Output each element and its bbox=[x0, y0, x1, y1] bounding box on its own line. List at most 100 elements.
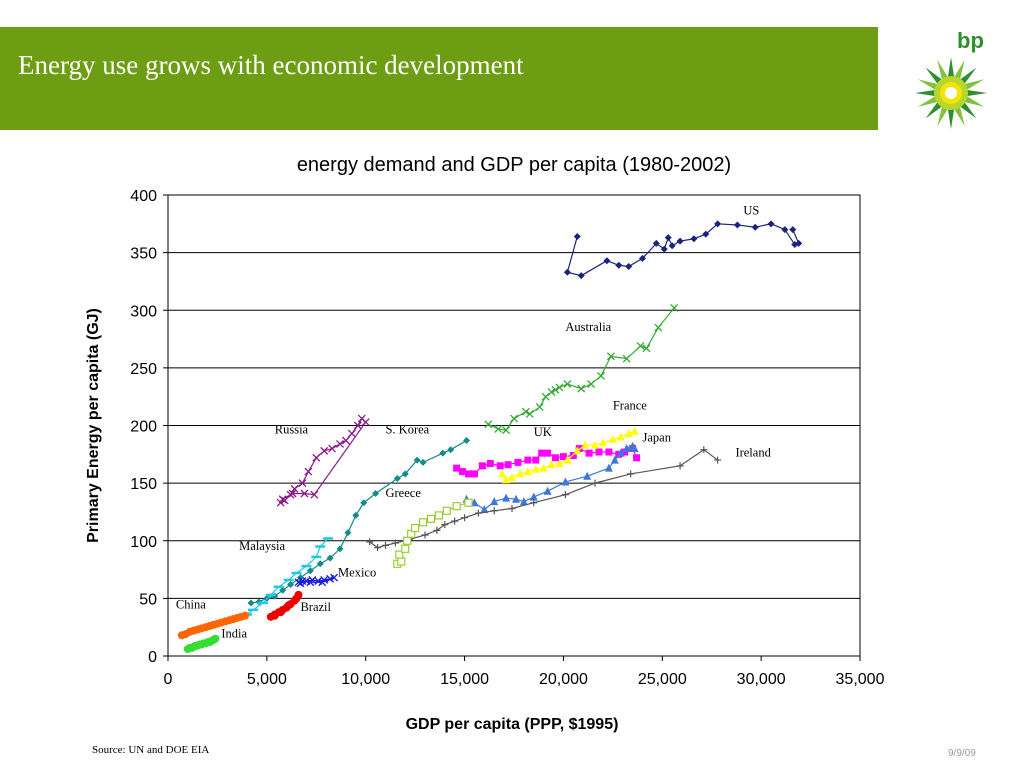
data-point bbox=[630, 444, 639, 453]
data-point bbox=[676, 462, 684, 470]
data-point bbox=[615, 261, 623, 269]
data-point bbox=[490, 497, 499, 506]
data-point bbox=[581, 440, 590, 449]
data-point bbox=[442, 506, 451, 515]
series-mexico bbox=[294, 573, 339, 588]
data-point bbox=[654, 323, 663, 332]
data-point bbox=[670, 303, 679, 312]
data-point bbox=[598, 438, 607, 447]
data-point bbox=[441, 521, 449, 529]
data-point bbox=[426, 514, 436, 523]
y-tick-label: 0 bbox=[148, 649, 157, 666]
chart-title: energy demand and GDP per capita (1980-2… bbox=[297, 154, 731, 176]
data-point bbox=[360, 499, 368, 507]
data-point bbox=[496, 462, 504, 470]
data-point bbox=[502, 426, 511, 435]
data-point bbox=[610, 455, 619, 464]
series-us bbox=[563, 220, 803, 280]
data-point bbox=[336, 439, 344, 448]
country-label: UK bbox=[534, 425, 552, 439]
gridlines bbox=[168, 194, 860, 599]
title-bar bbox=[0, 27, 878, 130]
data-point bbox=[781, 226, 789, 234]
data-point bbox=[587, 380, 596, 388]
data-point bbox=[639, 254, 647, 262]
bp-helios-logo-icon bbox=[915, 57, 987, 129]
data-point bbox=[573, 232, 581, 240]
data-point bbox=[630, 426, 639, 435]
y-tick-label: 200 bbox=[130, 419, 157, 436]
country-label: S. Korea bbox=[385, 423, 429, 437]
data-point bbox=[276, 608, 285, 617]
data-point bbox=[464, 498, 473, 507]
data-point bbox=[652, 239, 660, 247]
data-point bbox=[547, 460, 556, 469]
slide-date: 9/9/09 bbox=[948, 748, 976, 759]
source-note: Source: UN and DOE EIA bbox=[92, 744, 210, 756]
data-point bbox=[504, 461, 512, 469]
data-point bbox=[523, 467, 532, 476]
data-point bbox=[287, 581, 295, 589]
data-point bbox=[700, 446, 708, 454]
data-point bbox=[569, 451, 577, 459]
data-point bbox=[508, 472, 517, 481]
series-brazil bbox=[266, 590, 303, 621]
y-tick-label: 50 bbox=[139, 591, 157, 608]
data-point bbox=[326, 554, 334, 562]
data-point bbox=[478, 462, 486, 470]
y-tick-label: 100 bbox=[130, 534, 157, 551]
data-point bbox=[530, 499, 538, 507]
data-point bbox=[795, 239, 803, 247]
data-point bbox=[411, 523, 420, 533]
data-point bbox=[591, 479, 599, 487]
y-tick-label: 150 bbox=[130, 476, 157, 493]
data-point bbox=[452, 502, 461, 511]
data-point bbox=[563, 455, 572, 464]
country-labels: US Australia France Russia S. Korea UK Japan Ir… bbox=[176, 204, 772, 641]
data-point bbox=[393, 475, 401, 483]
data-point bbox=[247, 599, 255, 607]
y-axis-label: Primary Energy per capita (GJ) bbox=[85, 308, 102, 543]
data-point bbox=[372, 489, 380, 497]
data-point bbox=[453, 464, 461, 472]
data-point bbox=[616, 432, 625, 441]
data-point bbox=[585, 449, 593, 457]
x-tick-label: 10,000 bbox=[341, 671, 390, 688]
data-point bbox=[403, 536, 412, 545]
data-point bbox=[690, 235, 698, 243]
data-point bbox=[470, 470, 478, 478]
y-tick-label: 400 bbox=[130, 188, 157, 205]
country-label: France bbox=[613, 398, 647, 412]
series-russia bbox=[276, 414, 370, 507]
data-point bbox=[519, 497, 528, 506]
data-point bbox=[555, 383, 564, 392]
data-point bbox=[328, 444, 337, 453]
data-point bbox=[341, 436, 350, 445]
data-point bbox=[241, 611, 250, 620]
x-tick-label: 0 bbox=[164, 671, 173, 688]
data-point bbox=[606, 352, 615, 361]
data-point bbox=[538, 449, 546, 457]
x-axis-label: GDP per capita (PPP, $1995) bbox=[406, 716, 619, 733]
x-tick-label: 5,000 bbox=[247, 671, 287, 688]
data-point bbox=[502, 475, 511, 484]
data-point bbox=[211, 634, 220, 643]
x-tick-label: 35,000 bbox=[836, 671, 885, 688]
data-point bbox=[622, 444, 631, 453]
data-point bbox=[510, 414, 518, 423]
data-point bbox=[459, 468, 467, 476]
country-label: Brazil bbox=[300, 600, 331, 614]
country-label: Ireland bbox=[735, 446, 771, 460]
data-point bbox=[316, 560, 324, 568]
data-point bbox=[714, 220, 722, 228]
data-point bbox=[312, 453, 321, 462]
country-label: US bbox=[743, 204, 759, 218]
series-line bbox=[250, 439, 467, 604]
country-label: Australia bbox=[565, 320, 611, 334]
country-label: India bbox=[221, 627, 247, 641]
data-point bbox=[433, 526, 441, 534]
data-point bbox=[577, 272, 585, 280]
logo-center bbox=[945, 87, 957, 99]
data-point bbox=[352, 511, 360, 519]
data-point bbox=[270, 611, 279, 620]
